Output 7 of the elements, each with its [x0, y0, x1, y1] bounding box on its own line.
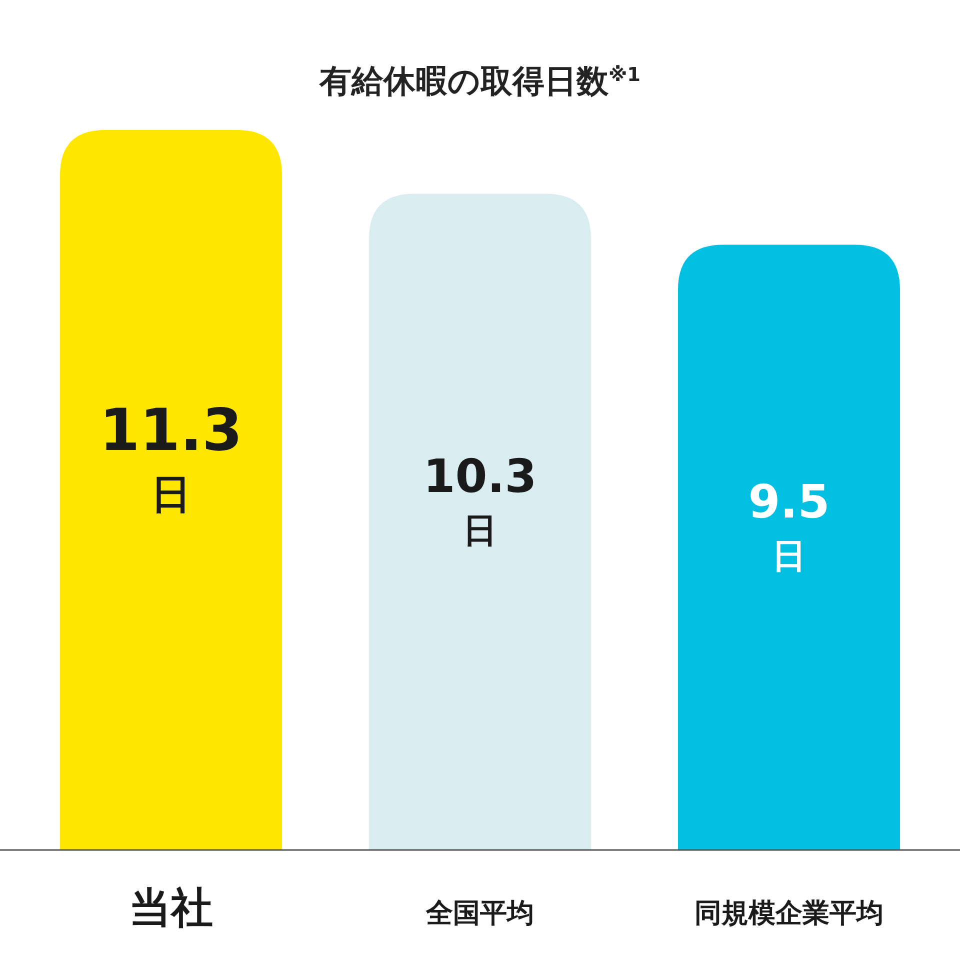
- chart-title: 有給休暇の取得日数$^{※1}$: [318, 62, 641, 100]
- x-tick-label: 当社: [129, 883, 213, 932]
- data-label: 9.5 日: [748, 474, 830, 576]
- data-label: 11.3 日: [99, 396, 243, 518]
- data-label: 10.3 日: [423, 448, 537, 551]
- x-tick-label: 全国平均: [425, 898, 534, 929]
- x-tick-label: 同規模企業平均: [694, 898, 884, 929]
